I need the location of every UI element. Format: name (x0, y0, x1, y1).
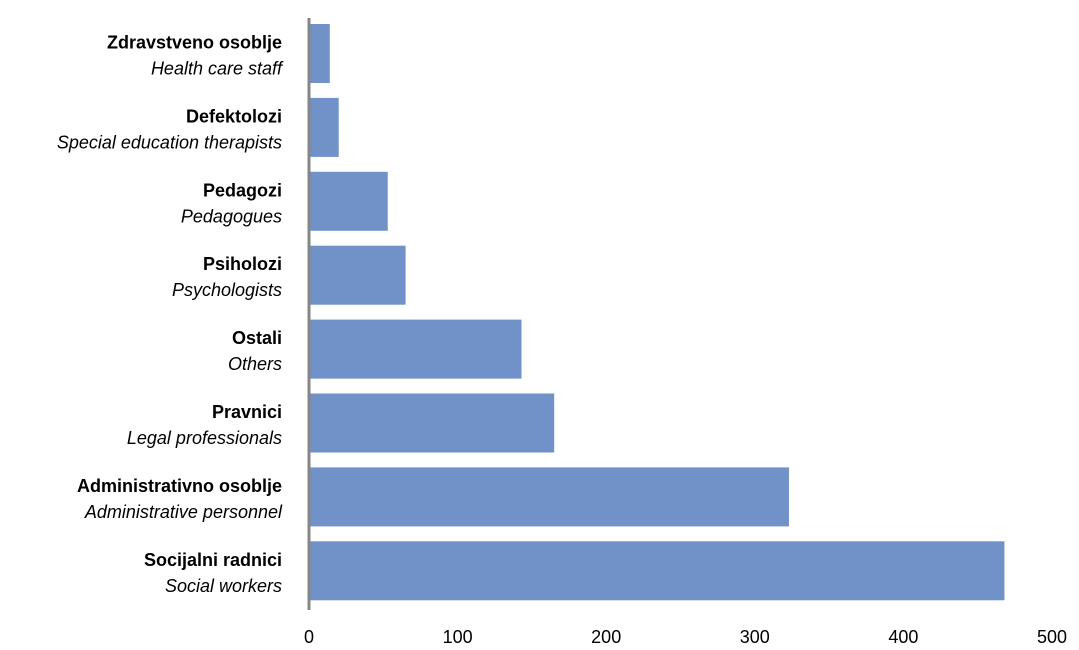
x-tick-label: 300 (740, 627, 770, 647)
category-label: Psiholozi (203, 254, 282, 274)
category-sublabel: Social workers (165, 576, 282, 596)
category-labels-group: Zdravstveno osoblje Health care staff Defe… (57, 33, 284, 596)
bars-group (310, 24, 1005, 601)
bar-psychologists (310, 245, 406, 305)
x-tick-label: 0 (304, 627, 314, 647)
bar-pedagogues (310, 171, 388, 231)
category-label: Socijalni radnici (144, 550, 282, 570)
category-sublabel: Special education therapists (57, 132, 282, 152)
x-tick-label: 100 (443, 627, 473, 647)
category-sublabel: Administrative personnel (84, 502, 283, 522)
category-sublabel: Others (228, 354, 282, 374)
category-sublabel: Health care staff (151, 59, 284, 79)
category-label: Pravnici (212, 402, 282, 422)
x-tick-label: 400 (888, 627, 918, 647)
category-label: Pedagozi (203, 180, 282, 200)
category-label: Administrativno osoblje (77, 476, 282, 496)
category-sublabel: Pedagogues (181, 206, 282, 226)
bar-special-education-therapists (310, 97, 339, 157)
x-tick-label: 200 (591, 627, 621, 647)
bar-health-care-staff (310, 24, 330, 83)
bar-others (310, 319, 522, 379)
category-sublabel: Legal professionals (127, 428, 282, 448)
category-label: Ostali (232, 328, 282, 348)
category-sublabel: Psychologists (172, 280, 282, 300)
category-label: Defektolozi (186, 106, 282, 126)
bar-legal-professionals (310, 393, 555, 453)
bar-administrative-personnel (310, 467, 789, 527)
x-tick-label: 500 (1037, 627, 1067, 647)
bar-social-workers (310, 541, 1005, 601)
x-tick-labels-group: 0 100 200 300 400 500 (304, 627, 1067, 647)
category-label: Zdravstveno osoblje (107, 33, 282, 53)
